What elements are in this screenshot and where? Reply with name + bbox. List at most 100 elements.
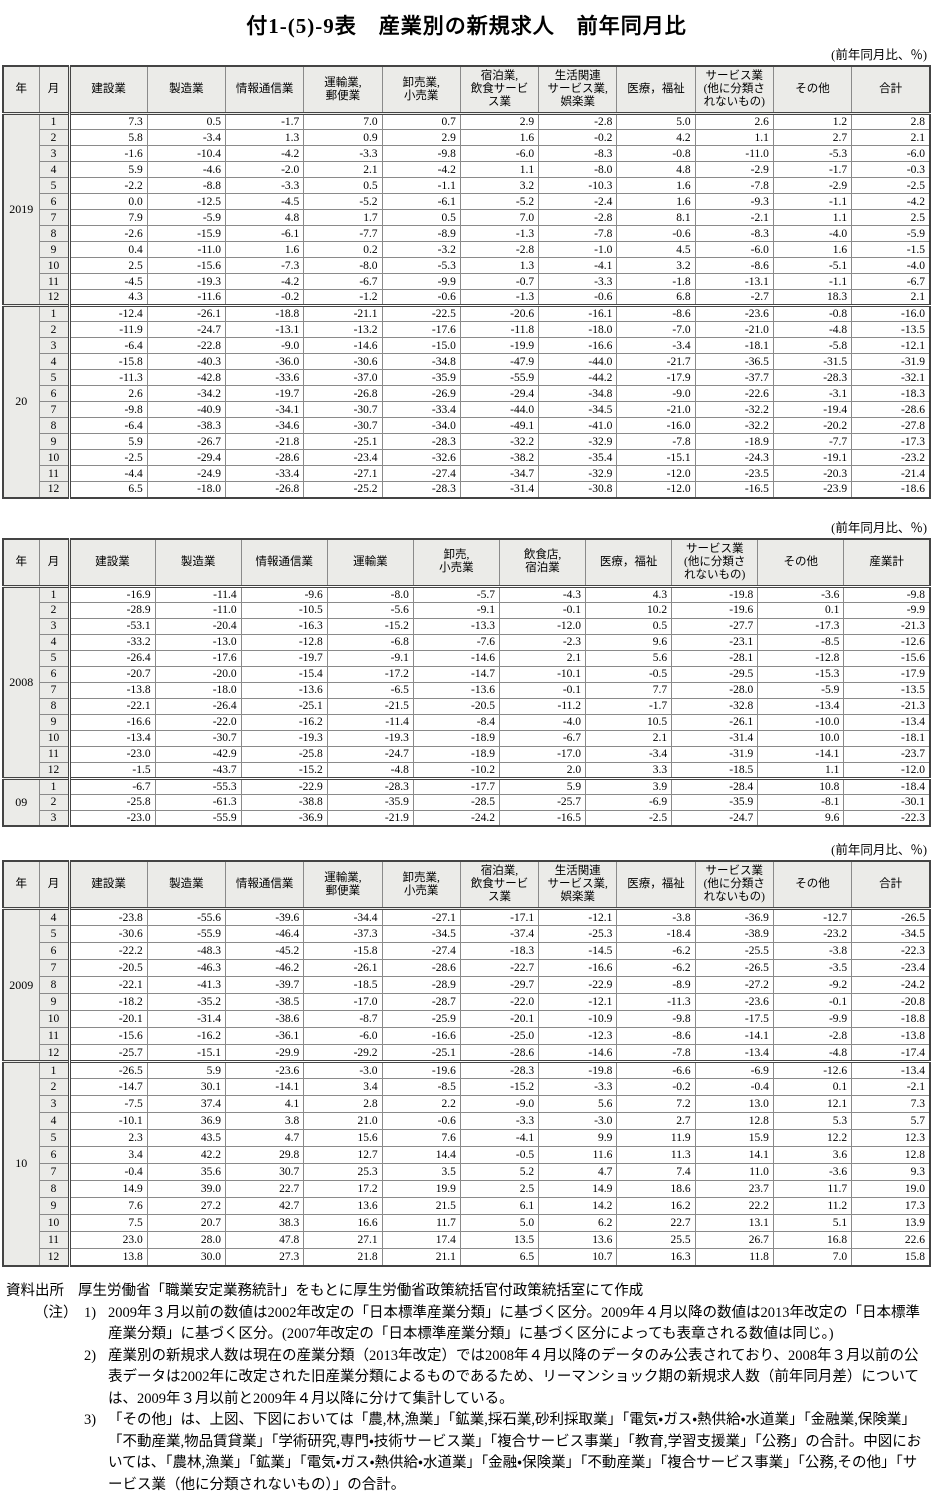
value-cell: -19.3: [241, 730, 327, 746]
value-cell: -6.0: [695, 242, 773, 258]
value-cell: -14.1: [226, 1079, 304, 1096]
value-cell: 35.6: [147, 1164, 225, 1181]
value-cell: -42.8: [147, 370, 225, 386]
note-number: 1): [84, 1303, 108, 1346]
source-text: 厚生労働省「職業安定業務統計」をもとに厚生労働省政策統括官付政策統括室にて作成: [78, 1281, 925, 1302]
month-cell: 1: [39, 586, 69, 602]
value-cell: -4.2: [382, 162, 460, 178]
value-cell: -0.1: [499, 602, 585, 618]
value-cell: -16.5: [499, 810, 585, 826]
value-cell: -34.2: [147, 386, 225, 402]
value-cell: -4.2: [226, 274, 304, 290]
value-cell: 1.6: [460, 130, 538, 146]
value-cell: -3.3: [226, 178, 304, 194]
column-header: 月: [39, 861, 69, 909]
value-cell: 7.3: [69, 114, 147, 130]
value-cell: -20.1: [69, 1011, 147, 1028]
value-cell: 1.6: [617, 178, 695, 194]
value-cell: 3.3: [586, 762, 672, 778]
table-row: 3-23.0-55.9-36.9-21.9-24.2-16.5-2.5-24.7…: [3, 810, 930, 826]
value-cell: -9.1: [413, 602, 499, 618]
table-row: 11-23.0-42.9-25.8-24.7-18.9-17.0-3.4-31.…: [3, 746, 930, 762]
month-cell: 9: [39, 1198, 69, 1215]
value-cell: -3.2: [382, 242, 460, 258]
value-cell: -5.7: [413, 586, 499, 602]
value-cell: -14.6: [413, 650, 499, 666]
value-cell: -17.4: [852, 1045, 930, 1062]
value-cell: 6.5: [69, 482, 147, 498]
value-cell: -11.0: [147, 242, 225, 258]
value-cell: 5.6: [586, 650, 672, 666]
value-cell: -30.8: [539, 482, 617, 498]
value-cell: -4.1: [539, 258, 617, 274]
month-cell: 2: [39, 322, 69, 338]
value-cell: -26.5: [695, 960, 773, 977]
value-cell: -3.3: [539, 274, 617, 290]
value-cell: 5.9: [69, 434, 147, 450]
value-cell: -21.3: [844, 698, 930, 714]
table-row: 3-6.4-22.8-9.0-14.6-15.0-19.9-16.6-3.4-1…: [3, 338, 930, 354]
value-cell: -1.7: [773, 162, 851, 178]
value-cell: -12.8: [758, 650, 844, 666]
value-cell: -2.0: [226, 162, 304, 178]
value-cell: -15.6: [844, 650, 930, 666]
value-cell: -28.7: [382, 994, 460, 1011]
table-bottom-2009-2010: 年月建設業製造業情報通信業運輸業, 郵便業卸売業, 小売業宿泊業, 飲食サービ …: [2, 860, 931, 1267]
value-cell: -19.6: [382, 1062, 460, 1079]
value-cell: -15.3: [758, 666, 844, 682]
value-cell: 28.0: [147, 1232, 225, 1249]
value-cell: -4.0: [852, 258, 930, 274]
month-cell: 4: [39, 1113, 69, 1130]
table-row: 2-11.9-24.7-13.1-13.2-17.6-11.8-18.0-7.0…: [3, 322, 930, 338]
value-cell: -1.5: [69, 762, 155, 778]
value-cell: -6.6: [617, 1062, 695, 1079]
value-cell: -25.7: [69, 1045, 147, 1062]
value-cell: -9.8: [844, 586, 930, 602]
value-cell: -2.1: [852, 1079, 930, 1096]
value-cell: -24.2: [413, 810, 499, 826]
value-cell: 4.5: [617, 242, 695, 258]
value-cell: 15.8: [852, 1249, 930, 1266]
value-cell: -11.9: [69, 322, 147, 338]
value-cell: 7.0: [460, 210, 538, 226]
value-cell: 7.2: [617, 1096, 695, 1113]
value-cell: -2.1: [695, 210, 773, 226]
value-cell: -26.8: [226, 482, 304, 498]
value-cell: -23.7: [844, 746, 930, 762]
column-header: 情報通信業: [226, 861, 304, 909]
month-cell: 11: [39, 746, 69, 762]
value-cell: -9.3: [695, 194, 773, 210]
table-row: 7-9.8-40.9-34.1-30.7-33.4-44.0-34.5-21.0…: [3, 402, 930, 418]
value-cell: -40.3: [147, 354, 225, 370]
value-cell: 1.1: [460, 162, 538, 178]
value-cell: -27.8: [852, 418, 930, 434]
value-cell: -7.8: [695, 178, 773, 194]
value-cell: -38.9: [695, 926, 773, 943]
value-cell: -3.8: [773, 943, 851, 960]
column-header: 宿泊業, 飲食サービ ス業: [460, 66, 538, 114]
value-cell: -18.0: [155, 682, 241, 698]
value-cell: -0.8: [773, 306, 851, 322]
value-cell: -37.0: [304, 370, 382, 386]
value-cell: -17.6: [382, 322, 460, 338]
value-cell: 21.1: [382, 1249, 460, 1266]
value-cell: -9.8: [69, 402, 147, 418]
value-cell: -3.0: [539, 1113, 617, 1130]
value-cell: -0.6: [617, 226, 695, 242]
value-cell: -12.8: [241, 634, 327, 650]
value-cell: -27.7: [672, 618, 758, 634]
value-cell: -7.8: [539, 226, 617, 242]
value-cell: -29.7: [460, 977, 538, 994]
value-cell: -4.8: [773, 1045, 851, 1062]
value-cell: -45.2: [226, 943, 304, 960]
column-header: 建設業: [69, 861, 147, 909]
month-cell: 7: [39, 1164, 69, 1181]
value-cell: 0.1: [758, 602, 844, 618]
value-cell: 10.8: [758, 778, 844, 794]
month-cell: 3: [39, 1096, 69, 1113]
value-cell: -13.1: [695, 274, 773, 290]
